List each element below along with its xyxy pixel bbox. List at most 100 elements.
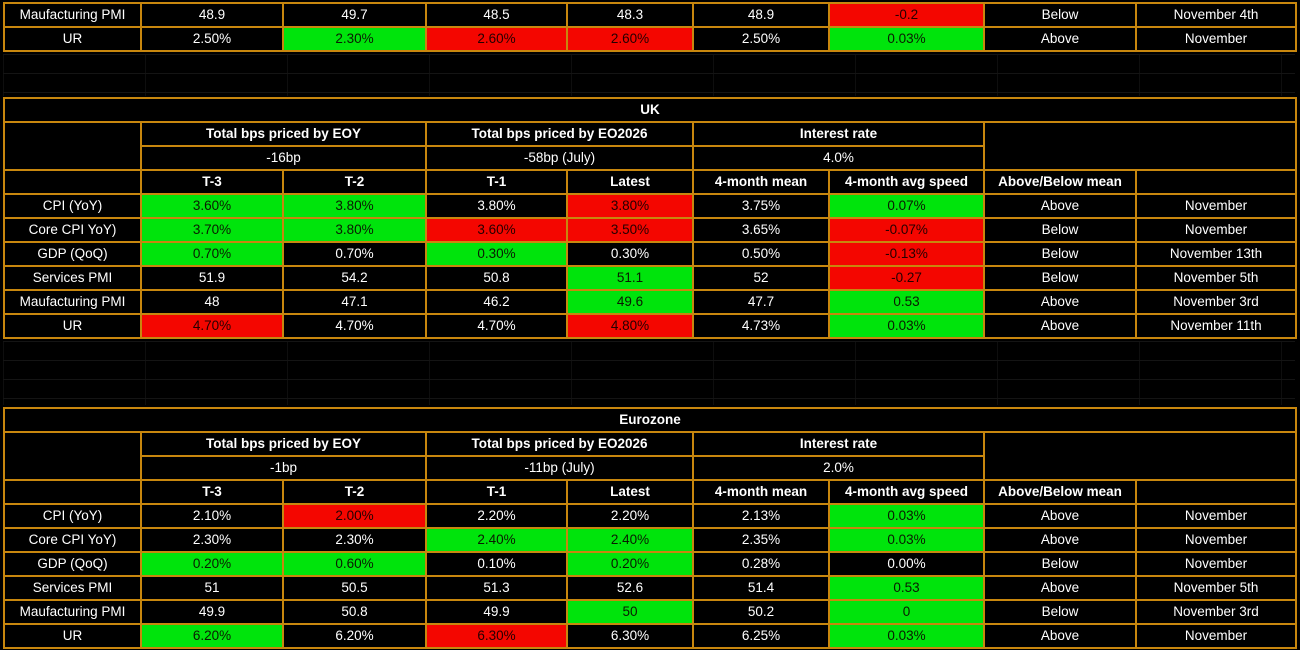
table-row: Maufacturing PMI 48.9 49.7 48.5 48.3 48.… <box>3 2 1297 28</box>
release-date-cell: November <box>1134 551 1298 577</box>
above-below-cell: Above <box>983 193 1137 219</box>
column-header-latest: Latest <box>566 169 694 195</box>
value-cell: 51.4 <box>692 575 830 601</box>
value-cell: 51 <box>140 575 284 601</box>
value-cell: 2.60% <box>425 26 568 52</box>
release-date-cell: November 3rd <box>1134 289 1298 315</box>
above-below-cell: Above <box>983 289 1137 315</box>
value-cell: 4.70% <box>282 313 427 339</box>
value-cell: 0.60% <box>282 551 427 577</box>
table-row: GDP (QoQ) 0.20% 0.60% 0.10% 0.20% 0.28% … <box>3 551 1298 577</box>
value-cell: 50 <box>566 599 694 625</box>
value-cell: 3.80% <box>425 193 568 219</box>
value-cell: 6.20% <box>282 623 427 649</box>
value-cell: 2.30% <box>140 527 284 553</box>
above-below-cell: Above <box>983 575 1137 601</box>
value-cell: 48.9 <box>692 2 830 28</box>
value-cell: 3.70% <box>140 217 284 243</box>
value-cell: 2.50% <box>692 26 830 52</box>
value-cell: -0.13% <box>828 241 985 267</box>
release-date-cell: November <box>1134 217 1298 243</box>
above-below-cell: Below <box>983 217 1137 243</box>
row-label: UR <box>3 623 142 649</box>
value-cell: 4.73% <box>692 313 830 339</box>
value-cell: 2.20% <box>425 503 568 529</box>
row-label: Core CPI YoY) <box>3 527 142 553</box>
column-header-t1: T-1 <box>425 169 568 195</box>
value-cell: 2.60% <box>566 26 694 52</box>
empty-header-cell <box>1134 169 1298 195</box>
value-cell: 47.7 <box>692 289 830 315</box>
group-value-row: -1bp -11bp (July) 2.0% <box>4 455 1296 481</box>
value-cell: 51.9 <box>140 265 284 291</box>
value-cell: 49.9 <box>140 599 284 625</box>
column-header-above-below: Above/Below mean <box>983 479 1137 505</box>
value-cell: 6.20% <box>140 623 284 649</box>
eo2026-value: -58bp (July) <box>425 145 694 171</box>
value-cell: 6.30% <box>566 623 694 649</box>
table-row: Services PMI 51 50.5 51.3 52.6 51.4 0.53… <box>3 575 1298 601</box>
column-header-row: T-3 T-2 T-1 Latest 4-month mean 4-month … <box>3 169 1298 195</box>
row-label: Services PMI <box>3 265 142 291</box>
value-cell: 0.30% <box>566 241 694 267</box>
table-row: Core CPI YoY) 3.70% 3.80% 3.60% 3.50% 3.… <box>3 217 1298 243</box>
value-cell: 3.80% <box>282 193 427 219</box>
above-below-cell: Below <box>983 265 1137 291</box>
release-date-cell: November <box>1134 623 1298 649</box>
column-header-t1: T-1 <box>425 479 568 505</box>
column-header-mean: 4-month mean <box>692 169 830 195</box>
column-header-mean: 4-month mean <box>692 479 830 505</box>
value-cell: 3.50% <box>566 217 694 243</box>
row-label: UR <box>3 313 142 339</box>
release-date-cell: November <box>1134 193 1298 219</box>
release-date-cell: November 11th <box>1134 313 1298 339</box>
eoy-value: -1bp <box>140 455 427 481</box>
empty-label-cell <box>3 121 142 171</box>
value-cell: 49.7 <box>282 2 427 28</box>
value-cell: 2.50% <box>140 26 284 52</box>
column-header-speed: 4-month avg speed <box>828 479 985 505</box>
value-cell: 4.70% <box>425 313 568 339</box>
row-label: Core CPI YoY) <box>3 217 142 243</box>
value-cell: 6.25% <box>692 623 830 649</box>
value-cell: 48.5 <box>425 2 568 28</box>
value-cell: 3.65% <box>692 217 830 243</box>
value-cell: 0.70% <box>140 241 284 267</box>
table-row: GDP (QoQ) 0.70% 0.70% 0.30% 0.30% 0.50% … <box>3 241 1298 267</box>
empty-merged-cell <box>982 431 1298 481</box>
value-cell: 50.5 <box>282 575 427 601</box>
value-cell: -0.27 <box>828 265 985 291</box>
value-cell: 0.03% <box>828 527 985 553</box>
row-label: GDP (QoQ) <box>3 551 142 577</box>
row-label: Maufacturing PMI <box>3 599 142 625</box>
uk-table: UK Total bps priced by EOY Total bps pri… <box>2 97 1298 339</box>
interest-rate-header: Interest rate <box>692 431 985 457</box>
value-cell: 52.6 <box>566 575 694 601</box>
value-cell: 52 <box>692 265 830 291</box>
release-date-cell: November <box>1134 527 1298 553</box>
value-cell: 0.00% <box>828 551 985 577</box>
value-cell: 2.13% <box>692 503 830 529</box>
value-cell: -0.2 <box>828 2 985 28</box>
row-label: UR <box>3 26 142 52</box>
value-cell: 4.70% <box>140 313 284 339</box>
eoy-value: -16bp <box>140 145 427 171</box>
value-cell: 51.3 <box>425 575 568 601</box>
value-cell: 49.9 <box>425 599 568 625</box>
value-cell: 46.2 <box>425 289 568 315</box>
empty-grid-gap <box>3 341 1295 405</box>
table-row: UR 6.20% 6.20% 6.30% 6.30% 6.25% 0.03% A… <box>3 623 1298 649</box>
value-cell: 0.70% <box>282 241 427 267</box>
value-cell: 3.60% <box>425 217 568 243</box>
value-cell: 2.00% <box>282 503 427 529</box>
value-cell: 3.80% <box>566 193 694 219</box>
above-below-cell: Above <box>983 623 1137 649</box>
value-cell: 48.9 <box>140 2 284 28</box>
value-cell: 3.75% <box>692 193 830 219</box>
us-table-partial: Maufacturing PMI 48.9 49.7 48.5 48.3 48.… <box>3 2 1297 52</box>
column-header-latest: Latest <box>566 479 694 505</box>
value-cell: 0.20% <box>566 551 694 577</box>
value-cell: 0.03% <box>828 623 985 649</box>
above-below-cell: Below <box>983 599 1137 625</box>
table-title: UK <box>2 97 1298 123</box>
